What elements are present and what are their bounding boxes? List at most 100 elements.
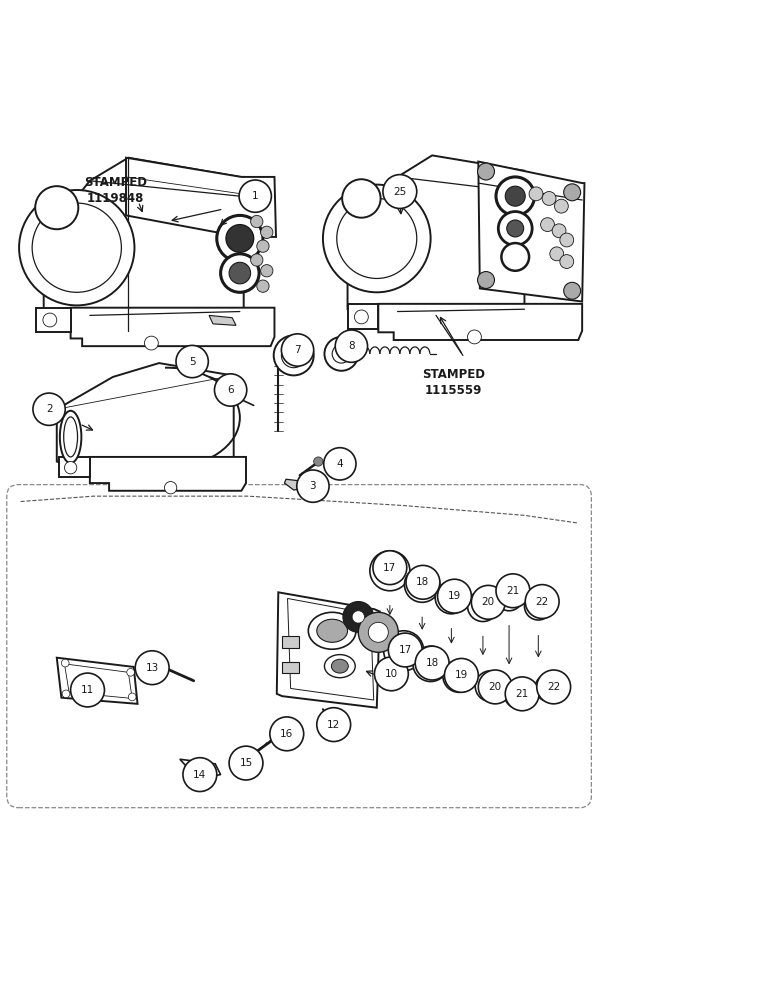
Circle shape <box>324 337 358 371</box>
Text: 7: 7 <box>294 345 301 355</box>
Text: 21: 21 <box>516 689 529 699</box>
Circle shape <box>374 657 408 691</box>
Circle shape <box>415 578 429 592</box>
Circle shape <box>352 611 364 623</box>
Text: 12: 12 <box>327 720 340 730</box>
Ellipse shape <box>60 411 81 463</box>
Text: 15: 15 <box>239 758 252 768</box>
Ellipse shape <box>324 655 355 678</box>
Polygon shape <box>180 759 221 778</box>
Circle shape <box>358 612 398 652</box>
Circle shape <box>468 591 498 622</box>
Circle shape <box>406 565 440 599</box>
Circle shape <box>550 247 564 261</box>
Circle shape <box>332 345 350 363</box>
Circle shape <box>560 255 574 268</box>
Circle shape <box>472 585 505 619</box>
Circle shape <box>368 622 388 642</box>
Text: 19: 19 <box>448 591 461 601</box>
Polygon shape <box>126 158 276 237</box>
Circle shape <box>525 585 559 618</box>
Circle shape <box>128 693 136 701</box>
Circle shape <box>164 482 177 494</box>
Text: 18: 18 <box>425 658 438 668</box>
Polygon shape <box>59 457 90 477</box>
Circle shape <box>313 457 323 466</box>
Circle shape <box>221 254 259 292</box>
Polygon shape <box>36 308 70 332</box>
Circle shape <box>257 240 269 252</box>
Circle shape <box>183 758 217 792</box>
Circle shape <box>424 657 438 671</box>
Circle shape <box>251 254 263 266</box>
Circle shape <box>496 177 534 215</box>
Circle shape <box>65 462 76 474</box>
Circle shape <box>33 393 66 425</box>
Text: 5: 5 <box>189 357 195 367</box>
Circle shape <box>323 448 356 480</box>
FancyBboxPatch shape <box>282 636 299 648</box>
Text: 6: 6 <box>227 385 234 395</box>
Circle shape <box>476 599 490 613</box>
Text: 13: 13 <box>146 663 159 673</box>
Circle shape <box>478 272 494 288</box>
Text: 14: 14 <box>193 770 206 780</box>
Text: 4: 4 <box>337 459 344 469</box>
Circle shape <box>257 280 269 292</box>
Text: 2: 2 <box>46 404 52 414</box>
Circle shape <box>496 574 530 608</box>
Circle shape <box>505 186 525 206</box>
Circle shape <box>435 582 468 614</box>
Circle shape <box>281 343 306 368</box>
Circle shape <box>405 567 440 602</box>
Circle shape <box>36 186 78 229</box>
Circle shape <box>476 671 506 702</box>
Circle shape <box>63 690 69 698</box>
Circle shape <box>415 646 449 680</box>
Polygon shape <box>44 158 244 331</box>
Circle shape <box>560 233 574 247</box>
Circle shape <box>330 719 337 727</box>
Polygon shape <box>57 658 137 704</box>
Circle shape <box>239 180 272 212</box>
Circle shape <box>445 658 479 692</box>
Polygon shape <box>57 363 234 477</box>
Circle shape <box>535 674 563 702</box>
Text: 17: 17 <box>398 645 411 655</box>
Circle shape <box>495 583 523 611</box>
Circle shape <box>335 330 367 362</box>
FancyBboxPatch shape <box>279 722 293 732</box>
Text: 1: 1 <box>252 191 259 201</box>
FancyBboxPatch shape <box>282 662 299 673</box>
Text: STAMPED
1115559: STAMPED 1115559 <box>422 368 485 397</box>
Circle shape <box>342 179 381 218</box>
Circle shape <box>505 677 539 711</box>
Circle shape <box>19 190 134 305</box>
Text: 18: 18 <box>416 577 429 587</box>
Polygon shape <box>347 155 524 325</box>
Circle shape <box>62 659 69 667</box>
Circle shape <box>144 336 158 350</box>
Text: 16: 16 <box>280 729 293 739</box>
Circle shape <box>317 708 350 742</box>
Circle shape <box>444 590 459 605</box>
Circle shape <box>261 265 273 277</box>
Circle shape <box>504 681 532 708</box>
Circle shape <box>217 215 263 262</box>
Circle shape <box>479 670 512 704</box>
Polygon shape <box>277 592 380 708</box>
Circle shape <box>438 579 472 613</box>
Polygon shape <box>378 304 582 340</box>
Circle shape <box>443 660 476 692</box>
Circle shape <box>261 226 273 238</box>
Circle shape <box>542 192 556 205</box>
Circle shape <box>478 163 494 180</box>
Circle shape <box>337 198 417 278</box>
Circle shape <box>396 643 411 658</box>
Circle shape <box>370 551 410 591</box>
Circle shape <box>552 224 566 238</box>
FancyBboxPatch shape <box>240 755 251 763</box>
Circle shape <box>384 631 424 671</box>
FancyBboxPatch shape <box>229 393 236 398</box>
Text: 17: 17 <box>383 563 397 573</box>
